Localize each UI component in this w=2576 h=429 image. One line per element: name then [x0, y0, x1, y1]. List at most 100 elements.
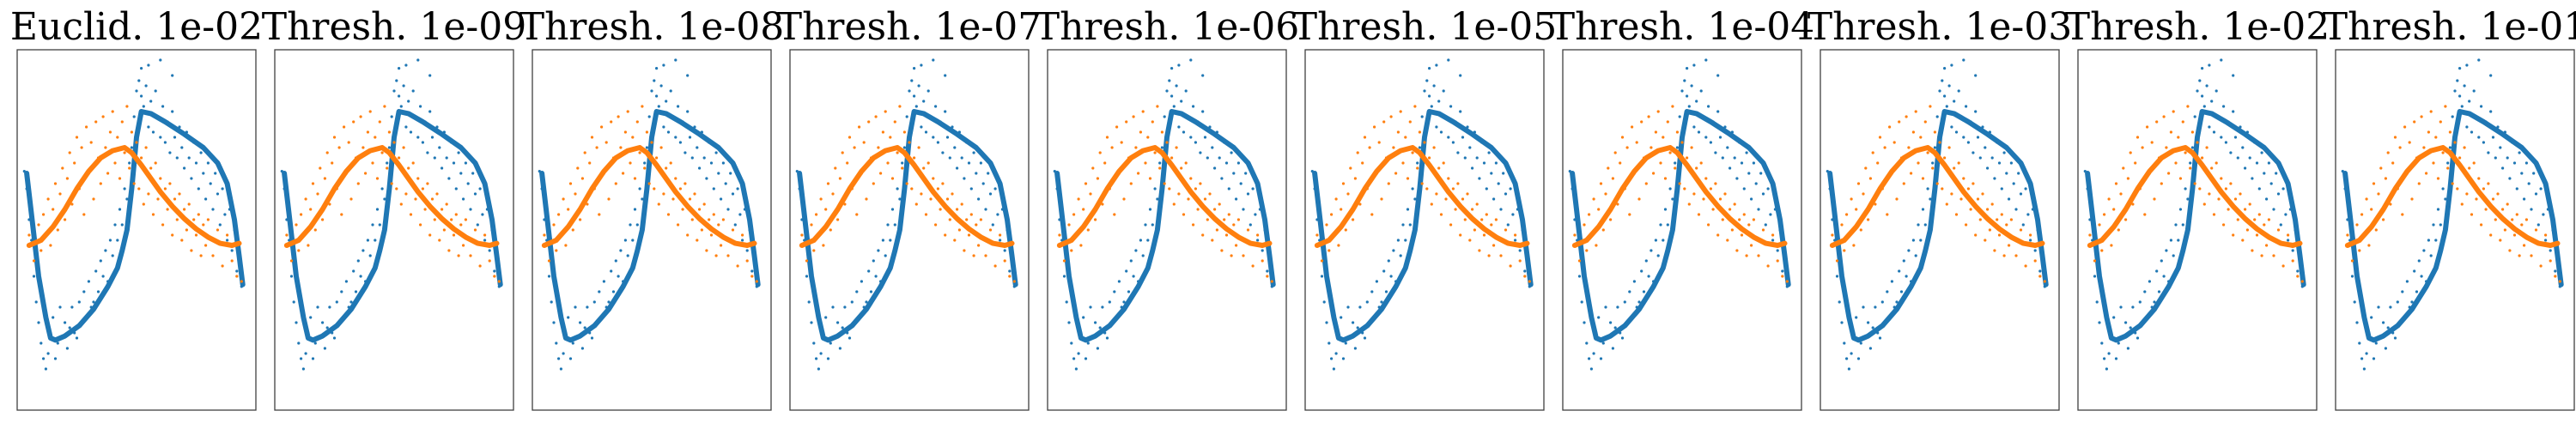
data-point [1941, 187, 1944, 190]
data-point [2201, 67, 2204, 70]
data-point [1471, 208, 1474, 211]
data-point [1208, 192, 1212, 196]
data-point [1776, 259, 1779, 263]
data-point [2494, 218, 2497, 221]
data-point [1165, 141, 1169, 144]
data-point [2272, 208, 2275, 211]
data-point [409, 130, 413, 134]
data-point [356, 259, 360, 263]
data-point [2456, 187, 2459, 190]
data-point [440, 166, 444, 170]
data-point [886, 161, 890, 165]
data-point [590, 136, 594, 139]
data-point [657, 202, 660, 206]
data-point [1418, 146, 1421, 149]
data-point [1752, 218, 1755, 221]
data-point [1742, 213, 1746, 216]
data-point [860, 280, 864, 283]
data-point [2005, 223, 2008, 227]
data-point [2477, 177, 2481, 180]
data-point [2436, 177, 2440, 180]
data-point [1103, 161, 1107, 165]
data-point [301, 367, 305, 371]
data-point [1659, 161, 1662, 165]
data-point [598, 290, 601, 293]
data-point [1745, 254, 1748, 257]
data-point [2114, 357, 2118, 360]
fitted-curve [283, 145, 500, 248]
data-point [73, 161, 76, 165]
data-point [1394, 172, 1398, 175]
data-point [349, 197, 353, 201]
data-point [2167, 172, 2171, 175]
data-point [2026, 213, 2030, 216]
data-point [848, 336, 852, 340]
data-point [2506, 156, 2509, 160]
data-point [555, 341, 558, 345]
data-point [1962, 136, 1965, 139]
data-point [2114, 182, 2118, 185]
data-point [927, 161, 930, 165]
data-point [666, 213, 671, 216]
fitted-curve [799, 145, 1015, 248]
data-point [2150, 141, 2154, 144]
data-point [130, 130, 133, 134]
data-point [1750, 197, 1753, 201]
data-point [2088, 233, 2092, 237]
data-point [32, 275, 36, 278]
data-point [574, 192, 577, 196]
data-point [386, 161, 389, 165]
data-point [914, 202, 918, 206]
data-point [848, 136, 852, 139]
data-point [1442, 161, 1445, 165]
data-point [1485, 187, 1488, 190]
data-point [2487, 182, 2490, 185]
data-point [908, 141, 911, 144]
data-point [1320, 259, 1324, 263]
data-point [829, 228, 832, 232]
data-point [2353, 300, 2356, 304]
panel-4: Thresh. 1e-07 [777, 5, 1042, 411]
data-point [173, 197, 177, 201]
data-point [1718, 136, 1722, 139]
data-point [120, 223, 124, 227]
fitted-curve [2344, 145, 2561, 248]
data-point [1201, 74, 1205, 77]
data-point [2241, 146, 2245, 149]
data-point [2162, 115, 2166, 118]
data-point [948, 218, 951, 221]
data-point [1929, 197, 1932, 201]
data-point [1168, 187, 1171, 190]
data-point [1375, 280, 1378, 283]
data-point [2549, 259, 2552, 263]
fitted-curve [282, 109, 503, 343]
data-point [2112, 208, 2116, 211]
data-point [1418, 130, 1421, 134]
data-point [631, 239, 635, 242]
data-point [653, 187, 656, 190]
data-point [831, 305, 835, 309]
data-point [1611, 177, 1614, 180]
data-point [1105, 136, 1109, 139]
data-point [643, 161, 647, 165]
data-point [1461, 136, 1465, 139]
data-point [934, 105, 938, 108]
data-point [2439, 120, 2442, 124]
data-point [2506, 202, 2509, 206]
data-point [2260, 151, 2263, 154]
data-point [395, 187, 398, 190]
data-point [1062, 259, 1066, 263]
data-point [1146, 239, 1150, 242]
data-point [2524, 218, 2528, 221]
data-point [2232, 74, 2235, 77]
data-point [1220, 249, 1224, 252]
data-point [948, 156, 951, 160]
data-point [2263, 172, 2266, 175]
data-point [2212, 130, 2216, 134]
data-point [819, 197, 823, 201]
data-point [1910, 172, 1913, 175]
data-point [42, 213, 46, 216]
data-point [1392, 249, 1395, 252]
data-point [2482, 187, 2485, 190]
data-point [2112, 316, 2116, 319]
